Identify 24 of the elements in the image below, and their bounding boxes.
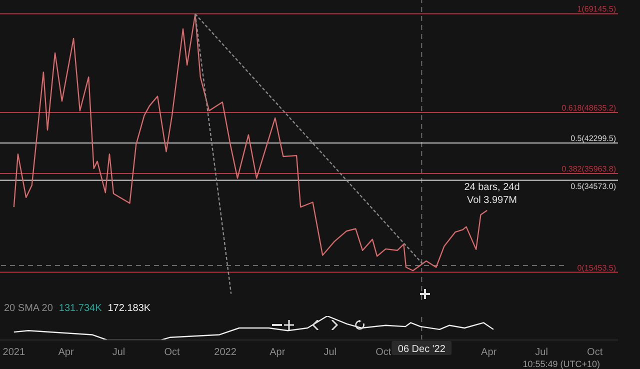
text: 20 SMA 20 bbox=[4, 303, 53, 314]
x-tick-label: Oct bbox=[587, 347, 603, 358]
x-tick-label: Apr bbox=[270, 347, 286, 358]
text: 172.183K bbox=[108, 303, 151, 314]
x-tick-label: Oct bbox=[376, 347, 392, 358]
x-tick-label: Jul bbox=[535, 347, 548, 358]
x-tick-label: Jul bbox=[324, 347, 337, 358]
ref-line-label: 0.5(42299.5) bbox=[570, 134, 616, 144]
text: 131.734K bbox=[58, 303, 102, 314]
x-tick-label: Apr bbox=[481, 347, 498, 358]
ref-line-label: 0.382(35963.8) bbox=[562, 164, 616, 174]
text: 10:55:49 (UTC+10) bbox=[522, 359, 600, 369]
annotation: 24 bars, 24d bbox=[463, 182, 521, 193]
x-tick-label: 2022 bbox=[214, 347, 237, 358]
ref-line-label: 0(15453.5) bbox=[577, 263, 616, 272]
x-tick-label: Oct bbox=[164, 347, 180, 358]
ref-line-label: 06 Dec '22 bbox=[398, 344, 446, 355]
ref-line-label: 0.5(34573.0) bbox=[570, 182, 616, 192]
annotation: Vol 3.997M bbox=[466, 195, 518, 206]
ref-line-label: 0.618(48635.2) bbox=[562, 104, 616, 113]
x-tick-label: 2021 bbox=[2, 347, 26, 358]
x-tick-label: Apr bbox=[58, 347, 74, 358]
x-tick-label: Jul bbox=[112, 347, 126, 358]
ref-line-label: 1(69145.5) bbox=[577, 4, 616, 14]
